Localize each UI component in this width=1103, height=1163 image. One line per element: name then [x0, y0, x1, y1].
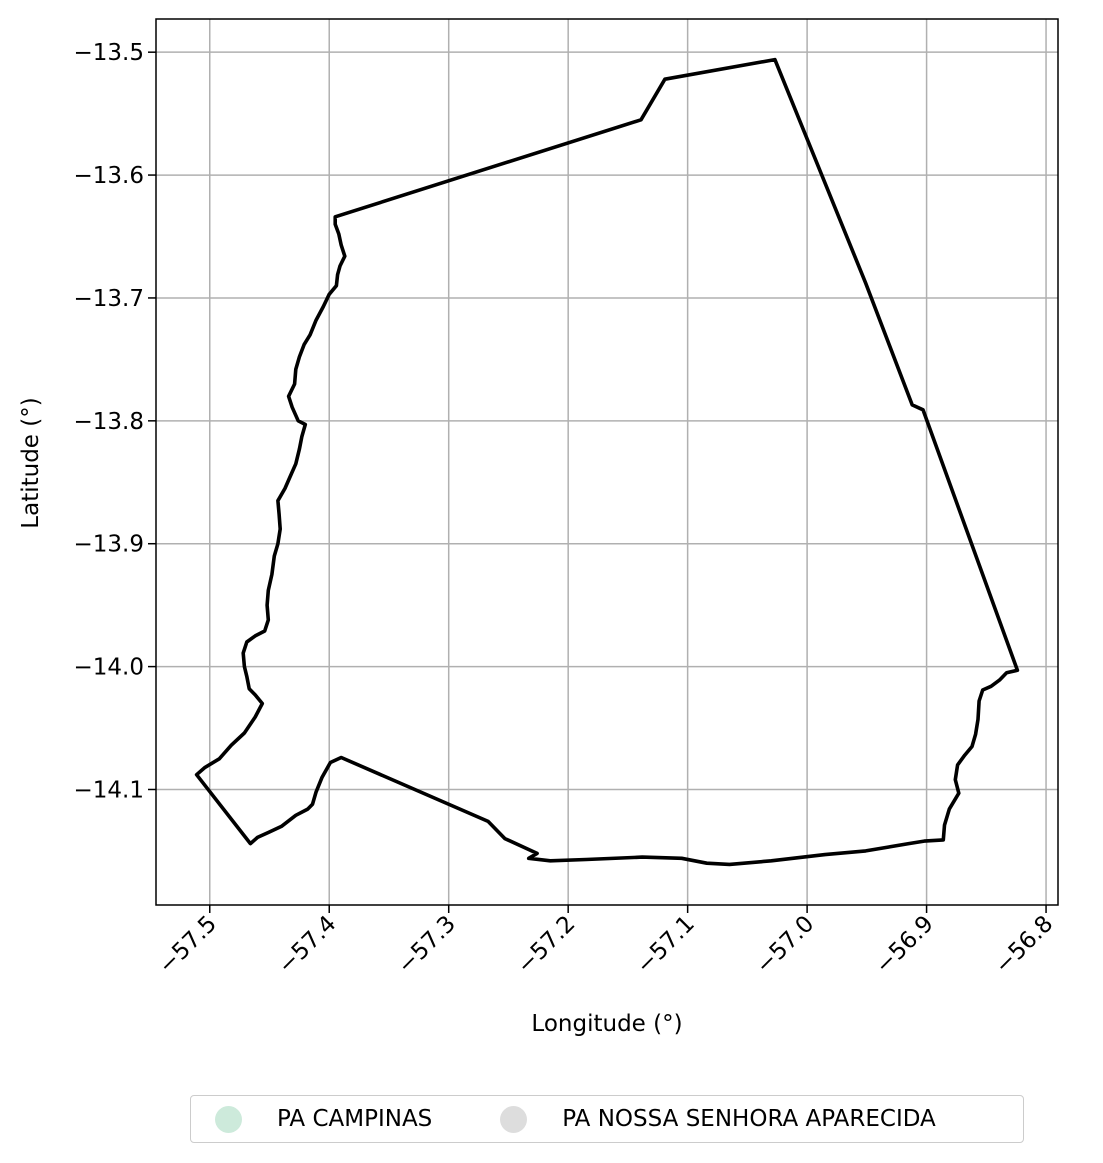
x-axis-label: Longitude (°) [531, 1011, 682, 1037]
x-tick-label: −57.4 [273, 911, 341, 979]
x-tick-label: −57.3 [393, 911, 461, 979]
legend: PA CAMPINAS PA NOSSA SENHORA APARECIDA [190, 1095, 1024, 1143]
legend-marker-campinas [215, 1106, 242, 1133]
legend-label-campinas: PA CAMPINAS [277, 1106, 432, 1132]
y-tick-label: −13.7 [74, 286, 144, 312]
x-tick-label: −57.1 [632, 911, 700, 979]
y-axis-label: Latitude (°) [18, 397, 44, 528]
legend-label-nossa-senhora: PA NOSSA SENHORA APARECIDA [562, 1106, 936, 1132]
x-tick-label: −57.5 [154, 911, 222, 979]
plot-frame [156, 19, 1058, 905]
axis-ticks: −57.5 −57.4 −57.3 −57.2 −57.1 −57.0 −56.9 −56.8… [74, 40, 1059, 979]
x-tick-label: −56.8 [990, 911, 1058, 979]
y-tick-label: −14.0 [74, 655, 144, 681]
legend-marker-nossa-senhora [500, 1106, 527, 1133]
x-tick-label: −57.2 [512, 911, 580, 979]
legend-item-nossa-senhora: PA NOSSA SENHORA APARECIDA [500, 1106, 936, 1133]
x-tick-label: −57.0 [751, 911, 819, 979]
legend-item-campinas: PA CAMPINAS [215, 1106, 432, 1133]
settlement-boundary [197, 60, 1018, 865]
y-tick-label: −14.1 [74, 777, 144, 803]
grid-lines [156, 19, 1058, 905]
y-tick-label: −13.5 [74, 40, 144, 66]
x-tick-label: −56.9 [871, 911, 939, 979]
y-tick-label: −13.6 [74, 163, 144, 189]
y-tick-label: −13.9 [74, 532, 144, 558]
map-figure: −57.5 −57.4 −57.3 −57.2 −57.1 −57.0 −56.9 −56.8… [0, 0, 1103, 1085]
y-tick-label: −13.8 [74, 409, 144, 435]
